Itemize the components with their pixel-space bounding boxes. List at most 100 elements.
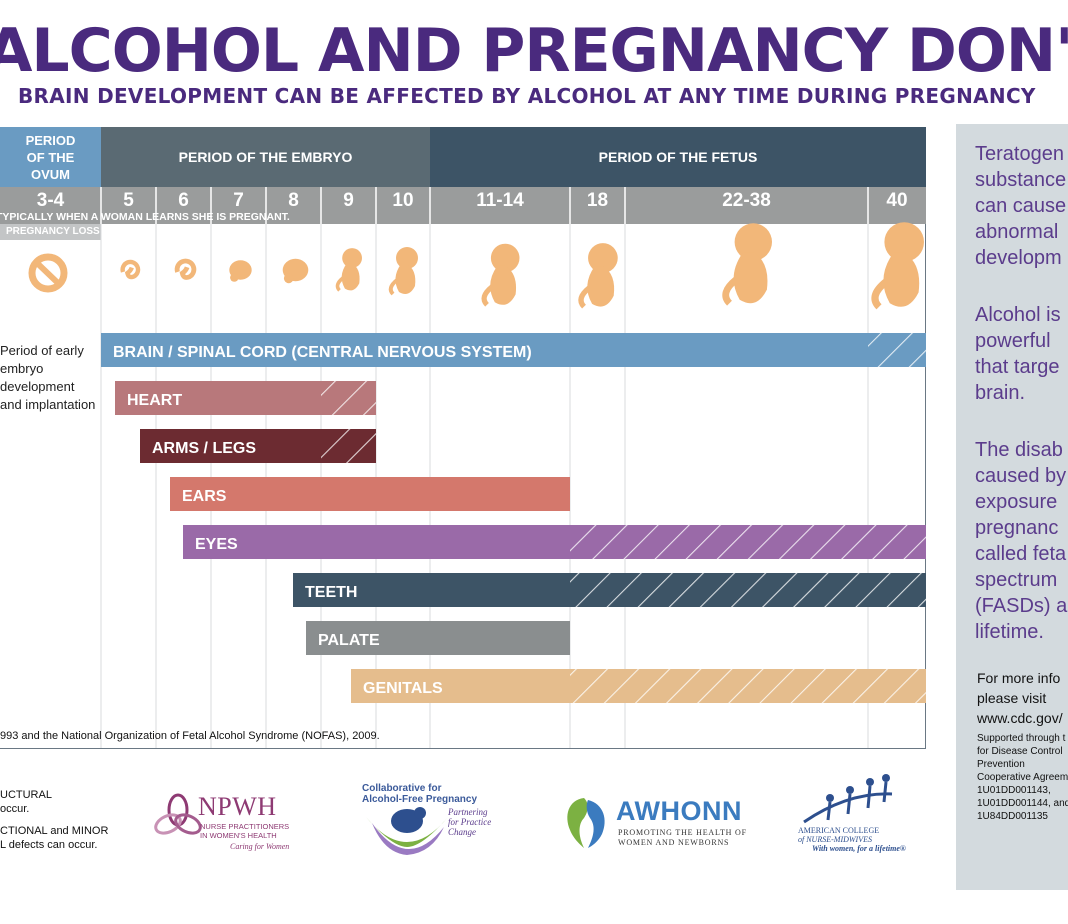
organ-bar-functional-hatch (868, 333, 926, 367)
week-label: 9 (343, 190, 354, 211)
side-panel: Teratogen substance can cause abnormal devel… (956, 124, 1068, 890)
fetus-body-icon (733, 252, 768, 304)
npwh-tagline: Caring for Women (230, 842, 290, 851)
organ-bar-label: GENITALS (363, 680, 443, 697)
awhonn-faces-icon (567, 798, 605, 848)
awhonn-subtitle: PROMOTING THE HEALTH OF WOMEN AND NEWBOR… (618, 828, 747, 847)
organ-bar-label: TEETH (305, 584, 357, 601)
fetus-head-icon (884, 222, 924, 262)
week-band (0, 187, 926, 224)
organ-bar-label: EYES (195, 536, 238, 553)
awhonn-logo: AWHONN PROMOTING THE HEALTH OF WOMEN AND… (558, 796, 758, 850)
collaborative-tagline: Partnering for Practice Change (448, 807, 492, 837)
legend-structural-line: occur. (0, 803, 30, 815)
side-support-note: Supported through t for Disease Control Pr… (977, 733, 1068, 822)
period-fetus: PERIOD OF THE FETUS (430, 127, 926, 187)
legend-structural: UCTURAL occur. (0, 788, 52, 816)
chart-frame (0, 127, 926, 749)
early-embryo-note-line: development (0, 379, 75, 394)
side-more-info: For more info please visit www.cdc.gov/ (977, 670, 1063, 726)
fetus-head-icon (734, 223, 772, 261)
week-label: 7 (233, 190, 244, 211)
organ-bar-functional-hatch (321, 381, 376, 415)
early-embryo-note-line: and implantation (0, 397, 96, 412)
side-paragraph-alcohol: Alcohol is powerful that targe brain. (975, 304, 1061, 404)
collaborative-logo: Collaborative for Alcohol-Free Pregnancy… (362, 783, 502, 859)
fetus-body-icon (490, 265, 517, 305)
awhonn-name: AWHONN (616, 796, 742, 826)
fetus-head-icon (342, 248, 362, 268)
acnm-figures-icon (803, 774, 893, 824)
organ-bar (101, 333, 926, 367)
embryo-icon (230, 273, 239, 282)
collaborative-name: Collaborative for Alcohol-Free Pregnancy (362, 783, 478, 805)
early-embryo-note-line: embryo (0, 361, 44, 376)
week-label: 6 (178, 190, 189, 211)
organ-bar-label: EARS (182, 488, 227, 505)
organ-bar-functional-hatch (570, 573, 926, 607)
learns-pregnant-note: TYPICALLY WHEN A WOMAN LEARNS SHE IS PRE… (0, 211, 290, 223)
side-paragraph-teratogen: Teratogen substance can cause abnormal devel… (975, 143, 1067, 269)
week-labels-row: 3-4 5 6 7 8 9 10 11-14 18 22-38 40 (0, 187, 926, 217)
week-band-ovum (0, 187, 101, 224)
week-label: 40 (886, 190, 908, 211)
source-note: 993 and the National Organization of Fet… (0, 730, 380, 742)
organ-bar (170, 477, 570, 511)
legend-structural-line: UCTURAL (0, 789, 52, 801)
npwh-subtitle: NURSE PRACTITIONERS IN WOMEN'S HEALTH (200, 822, 290, 840)
acnm-name: AMERICAN COLLEGE of NURSE-MIDWIVES With … (798, 826, 906, 853)
week-label: 8 (288, 190, 299, 211)
fetus-head-icon (396, 247, 418, 269)
organ-bars-svg: BRAIN / SPINAL CORD (CENTRAL NERVOUS SYS… (28, 187, 926, 748)
collaborative-hands-icon (366, 807, 448, 855)
ovum-slash-icon (33, 259, 63, 288)
legend-functional: CTIONAL and MINOR L defects can occur. (0, 824, 108, 852)
fetus-limb-icon (388, 278, 399, 296)
pregnancy-loss-label: PREGNANCY LOSS (6, 226, 100, 237)
organ-bar-label: PALATE (318, 632, 380, 649)
week-label: 22-38 (722, 190, 771, 211)
fetus-body-icon (587, 266, 615, 307)
period-embryo: PERIOD OF THE EMBRYO (101, 127, 430, 187)
early-embryo-note: Period of early embryo development and i… (0, 342, 95, 414)
legend-functional-line: L defects can occur. (0, 839, 98, 851)
npwh-flower-icon (154, 793, 202, 835)
fetus-head-icon (588, 243, 618, 273)
pregnancy-loss-band (0, 224, 101, 240)
week-label: 18 (586, 190, 609, 211)
organ-bar-functional-hatch (570, 669, 926, 703)
embryo-icon (120, 259, 141, 280)
npwh-logo: NPWH NURSE PRACTITIONERS IN WOMEN'S HEAL… (154, 790, 304, 852)
fetus-body-icon (883, 252, 920, 307)
week-label: 10 (392, 190, 414, 211)
page-title: ALCOHOL AND PREGNANCY DON'T MIX (0, 16, 1068, 86)
cdc-link[interactable]: www.cdc.gov/ (977, 710, 1063, 726)
page-subtitle: BRAIN DEVELOPMENT CAN BE AFFECTED BY ALC… (18, 84, 1036, 108)
week-label: 11-14 (476, 190, 524, 211)
legend-functional-line: CTIONAL and MINOR (0, 825, 109, 837)
page-title-wrapper: ALCOHOL AND PREGNANCY DON'T MIX (0, 12, 1068, 90)
period-ovum-label: PERIOD OF THE OVUM (25, 132, 76, 182)
ovum-icon (28, 253, 68, 293)
fetus-body-icon (341, 263, 360, 291)
early-embryo-note-line: Period of early (0, 343, 84, 358)
fetus-limb-icon (722, 276, 739, 306)
week-label: 3-4 (36, 190, 65, 211)
organ-bar-label: HEART (127, 392, 182, 409)
fetus-limb-icon (871, 278, 889, 310)
fetus-body-icon (395, 264, 416, 294)
fetus-limb-icon (335, 276, 345, 292)
organ-bar-functional-hatch (321, 429, 376, 463)
acnm-logo: AMERICAN COLLEGE of NURSE-MIDWIVES With … (794, 774, 914, 858)
embryo-icon (283, 273, 294, 284)
fetus-head-icon (490, 243, 520, 273)
organ-bar-functional-hatch (570, 525, 926, 559)
side-paragraph-disabilities: The disab caused by exposure pregnanc called… (975, 439, 1068, 643)
organ-bar-label: BRAIN / SPINAL CORD (CENTRAL NERVOUS SYS… (113, 344, 532, 361)
week-label: 5 (123, 190, 134, 211)
embryo-icon (174, 258, 197, 280)
period-ovum: PERIOD OF THE OVUM (0, 127, 101, 187)
organ-bar (306, 621, 570, 655)
fetus-limb-icon (481, 284, 494, 307)
organ-bar-label: ARMS / LEGS (152, 440, 256, 457)
